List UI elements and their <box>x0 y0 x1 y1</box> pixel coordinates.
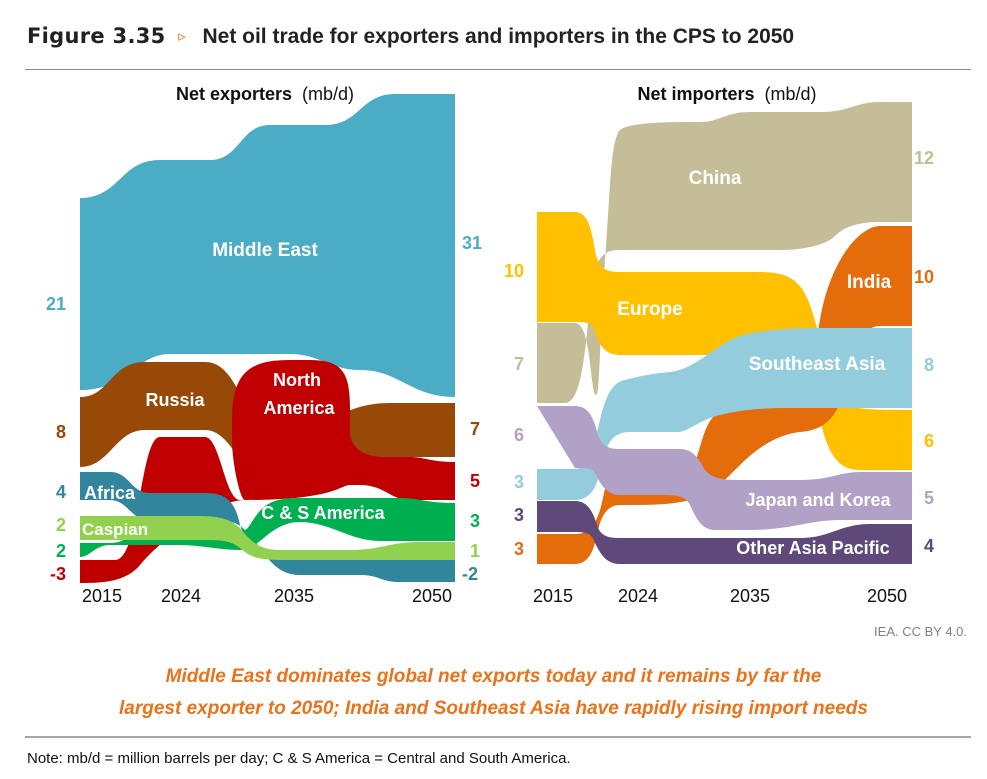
stream-other-asia-pacific <box>537 501 912 564</box>
label-caspian: Caspian <box>82 520 148 539</box>
exp-end-russia: 7 <box>470 419 480 439</box>
label-africa: Africa <box>84 483 136 503</box>
exp-start-middle-east: 21 <box>46 294 66 314</box>
triangle-arrow-icon: ▹ <box>178 27 186 45</box>
figure-number: Figure 3.35 <box>27 24 166 48</box>
exporters-title-unit: (mb/d) <box>302 84 354 104</box>
subtitle-line-1: Middle East dominates global net exports… <box>165 666 822 687</box>
imp-start-southeast-asia: 3 <box>514 472 524 492</box>
exp-x-tick-2050: 2050 <box>412 586 452 606</box>
imp-start-other-asia-pacific: 3 <box>514 505 524 525</box>
charts-canvas: Net exporters (mb/d) Middle East Russia … <box>46 84 934 606</box>
imp-start-europe: 10 <box>504 261 524 281</box>
exp-start-russia: 8 <box>56 422 66 442</box>
exporters-title: Net exporters (mb/d) <box>176 84 354 104</box>
figure-title: Net oil trade for exporters and importer… <box>202 25 795 48</box>
label-europe: Europe <box>617 299 682 320</box>
label-russia: Russia <box>145 390 205 410</box>
imp-start-india: 3 <box>514 539 524 559</box>
label-north-america-line1: North <box>273 370 321 390</box>
importers-title: Net importers (mb/d) <box>637 84 816 104</box>
figure-header: Figure 3.35 ▹ Net oil trade for exporter… <box>27 24 977 49</box>
stream-caspian <box>80 516 455 560</box>
stream-c-s-america <box>80 498 455 557</box>
label-japan-korea: Japan and Korea <box>745 490 891 510</box>
stream-africa <box>80 472 455 582</box>
exporters-title-bold: Net exporters <box>176 84 292 104</box>
imp-x-tick-2015: 2015 <box>533 586 573 606</box>
exp-start-north-america: -3 <box>50 564 66 584</box>
stream-southeast-asia <box>537 328 912 500</box>
exp-end-c-s-america: 3 <box>470 511 480 531</box>
exp-end-north-america: 5 <box>470 471 480 491</box>
exp-x-tick-2015: 2015 <box>82 586 122 606</box>
label-india: India <box>847 272 892 293</box>
exp-end-caspian: 1 <box>470 541 480 561</box>
imp-end-europe: 6 <box>924 431 934 451</box>
header-divider <box>25 69 971 70</box>
stream-japan-korea <box>537 406 912 530</box>
label-southeast-asia: Southeast Asia <box>749 354 886 375</box>
imp-end-japan-korea: 5 <box>924 488 934 508</box>
exp-x-tick-2035: 2035 <box>274 586 314 606</box>
imp-end-other-asia-pacific: 4 <box>924 536 934 556</box>
footer-divider <box>25 736 971 738</box>
exp-end-africa: -2 <box>462 564 478 584</box>
importers-title-unit: (mb/d) <box>765 84 817 104</box>
importers-title-bold: Net importers <box>637 84 754 104</box>
note-text: Note: mb/d = million barrels per day; C … <box>27 750 571 767</box>
exp-end-middle-east: 31 <box>462 233 482 253</box>
imp-end-southeast-asia: 8 <box>924 355 934 375</box>
imp-x-tick-2024: 2024 <box>618 586 658 606</box>
label-other-asia-pacific: Other Asia Pacific <box>736 538 889 558</box>
imp-start-japan-korea: 6 <box>514 425 524 445</box>
imp-start-china: 7 <box>514 354 524 374</box>
label-china: China <box>689 168 742 189</box>
label-north-america-line2: America <box>263 398 335 418</box>
imp-x-tick-2050: 2050 <box>867 586 907 606</box>
stream-middle-east <box>80 94 455 397</box>
exp-start-caspian: 2 <box>56 515 66 535</box>
credit-line: IEA. CC BY 4.0. <box>874 624 967 639</box>
stream-china <box>537 102 912 403</box>
label-middle-east: Middle East <box>212 240 318 261</box>
exp-start-c-s-america: 2 <box>56 541 66 561</box>
imp-end-china: 12 <box>914 148 934 168</box>
subtitle-line-2: largest exporter to 2050; India and Sout… <box>119 698 868 719</box>
exp-x-tick-2024: 2024 <box>161 586 201 606</box>
exp-start-africa: 4 <box>56 482 66 502</box>
imp-end-india: 10 <box>914 267 934 287</box>
imp-x-tick-2035: 2035 <box>730 586 770 606</box>
label-c-s-america: C & S America <box>261 503 385 523</box>
